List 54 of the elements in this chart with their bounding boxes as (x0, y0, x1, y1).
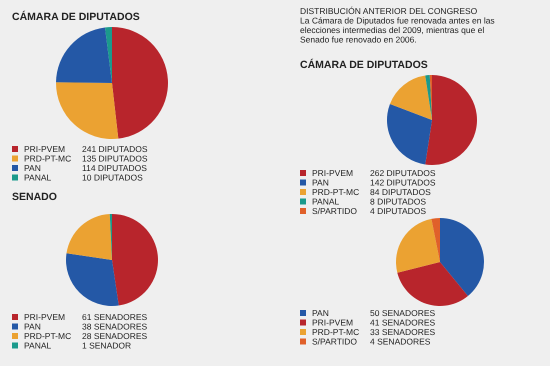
data-label: 84 DIPUTADOS (370, 187, 432, 197)
legend-label: PAN (312, 178, 329, 188)
pie-slice (396, 218, 440, 273)
data-label: 28 SENADORES (82, 331, 148, 341)
data-label: 41 SENADORES (370, 318, 436, 328)
legend-label: PRD-PT-MC (24, 154, 72, 164)
data-label: 4 DIPUTADOS (370, 206, 426, 216)
data-label: 50 SENADORES (370, 308, 436, 318)
pie-slice (112, 214, 158, 306)
pie-slice (390, 76, 432, 120)
data-label: 262 DIPUTADOS (370, 168, 436, 178)
chart-title: CÁMARA DE DIPUTADOS (12, 10, 140, 23)
data-label: 114 DIPUTADOS (82, 163, 148, 173)
legend-label: PAN (24, 163, 41, 173)
pie-slice (66, 253, 119, 306)
legend-label: S/PARTIDO (312, 206, 358, 216)
data-label: 135 DIPUTADOS (82, 154, 148, 164)
text: DISTRIBUCIÓN ANTERIOR DEL CONGRESO (300, 6, 478, 16)
data-label: 1 SENADOR (82, 340, 132, 350)
pie-slice (387, 104, 432, 164)
pie-slice (104, 27, 112, 83)
legend-label: PRI-PVEM (312, 318, 354, 328)
legend-label: PANAL (24, 340, 52, 350)
legend-label: PRI-PVEM (24, 144, 66, 154)
chart-title: SENADO (12, 191, 57, 203)
pie-slice (56, 27, 112, 83)
legend-label: PRD-PT-MC (24, 331, 72, 341)
legend-label: PRI-PVEM (312, 168, 354, 178)
legend-label: PRD-PT-MC (312, 327, 360, 337)
chart-title: CÁMARA DE DIPUTADOS (300, 58, 428, 71)
data-label: 38 SENADORES (82, 322, 148, 332)
pie-slice (112, 27, 168, 139)
pie-slice (440, 218, 484, 296)
data-label: 142 DIPUTADOS (370, 178, 436, 188)
pie-slice (66, 214, 112, 260)
pie-slice (431, 218, 440, 262)
text: La Cámara de Diputados fue renovada antes en las elecciones intermedias del 2009, mientras que el Senado fue renovado en 2006. (300, 16, 495, 44)
data-label: 10 DIPUTADOS (82, 172, 144, 182)
pie-slice (56, 82, 118, 139)
legend-label: PANAL (24, 172, 52, 182)
pie-slice (425, 75, 432, 120)
legend-label: PAN (24, 322, 41, 332)
pie-slice (397, 262, 468, 306)
data-label: 241 DIPUTADOS (82, 144, 148, 154)
data-label: 61 SENADORES (82, 312, 148, 322)
legend-label: PRI-PVEM (24, 312, 66, 322)
data-label: 4 SENADORES (370, 336, 431, 346)
legend-label: S/PARTIDO (312, 336, 358, 346)
pie-slice (425, 75, 477, 165)
legend-label: PRD-PT-MC (312, 187, 360, 197)
data-label: 8 DIPUTADOS (370, 196, 426, 206)
legend-label: PANAL (312, 196, 340, 206)
legend-label: PAN (312, 308, 329, 318)
data-label: 33 SENADORES (370, 327, 436, 337)
